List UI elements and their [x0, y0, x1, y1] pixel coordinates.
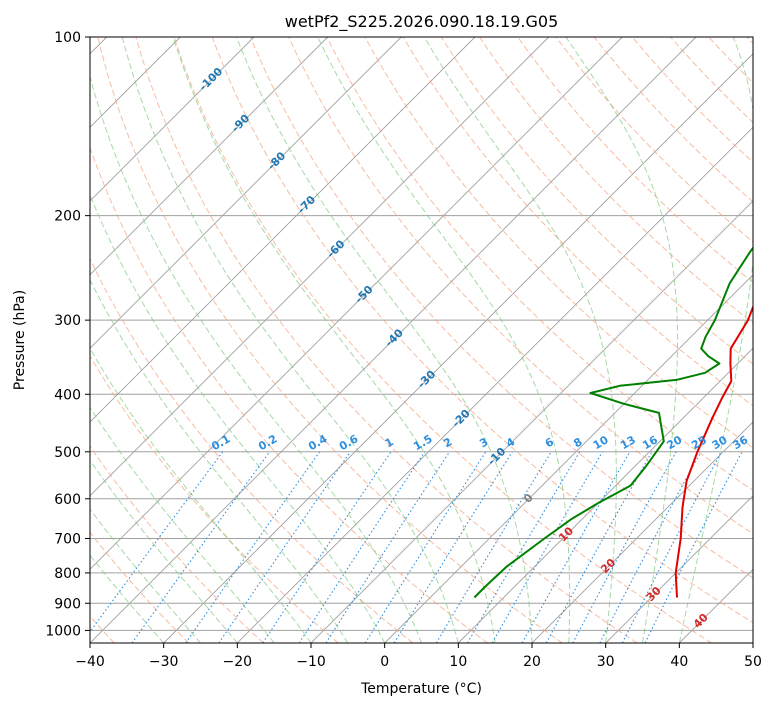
- moist-adiabat-line: [90, 74, 422, 643]
- mixing-ratio-line: [298, 451, 426, 643]
- isotherm-line: [90, 37, 402, 349]
- mixing-ratio-line: [90, 451, 224, 633]
- isotherm-line: [90, 37, 329, 276]
- x-tick-label: 50: [744, 654, 762, 670]
- moist-adiabat-line: [90, 278, 349, 643]
- dry-adiabat-line: [90, 355, 339, 643]
- x-tick-label: 20: [523, 654, 541, 670]
- dry-adiabat-line: [288, 37, 753, 535]
- mixing-ratio-line: [185, 451, 321, 643]
- mixing-ratio-line: [364, 451, 487, 643]
- x-tick-label: 40: [670, 654, 688, 670]
- y-tick-label: 100: [54, 30, 81, 46]
- moist-adiabat-line: [565, 37, 678, 643]
- mixing-ratio-line: [131, 451, 271, 643]
- dry-adiabat-line: [90, 257, 414, 643]
- y-tick-label: 1000: [45, 623, 81, 639]
- dry-adiabat-line: [90, 445, 264, 643]
- mixing-ratio-line: [572, 451, 677, 643]
- plot-frame: [89, 36, 754, 644]
- mixing-ratio-line: [435, 451, 552, 643]
- mixing-ratio-line: [545, 451, 653, 643]
- isotherm-line: [90, 37, 697, 643]
- isotherm-line: [605, 495, 753, 643]
- isotherm-line: [90, 37, 255, 202]
- dry-adiabat-line: [402, 37, 753, 407]
- isotherm-line: [90, 37, 623, 570]
- dry-adiabat-line: [90, 531, 190, 643]
- isotherm-line: [310, 200, 753, 643]
- mixing-ratio-line: [262, 451, 392, 643]
- x-tick-label: −30: [149, 654, 179, 670]
- moist-adiabat-line: [236, 37, 533, 643]
- dry-adiabat-line: [440, 37, 753, 365]
- temperature-profile-line: [674, 304, 753, 598]
- mixing-ratio-line: [599, 451, 702, 643]
- dry-adiabat-line: [135, 37, 638, 643]
- mixing-ratio-line: [325, 451, 451, 643]
- dry-adiabat-line: [250, 37, 753, 579]
- moist-adiabat-line: [172, 37, 496, 643]
- moist-adiabat-line: [317, 37, 571, 643]
- mixing-ratio-line: [218, 451, 351, 643]
- moist-adiabat-line: [90, 193, 386, 643]
- y-tick-label: 800: [54, 566, 81, 582]
- x-tick-label: 10: [449, 654, 467, 670]
- x-tick-label: 30: [597, 654, 615, 670]
- x-axis-label: Temperature (°C): [360, 681, 482, 697]
- moist-adiabat-line: [90, 347, 312, 643]
- x-tick-label: −10: [296, 654, 326, 670]
- isotherm-line: [236, 126, 753, 643]
- y-tick-label: 200: [54, 209, 81, 225]
- y-tick-label: 900: [54, 596, 81, 612]
- dry-adiabat-line: [90, 146, 488, 643]
- y-tick-label: 600: [54, 492, 81, 508]
- isotherm-line: [531, 421, 753, 643]
- mixing-ratio-line: [644, 451, 743, 643]
- y-tick-label: 400: [54, 387, 81, 403]
- chart-title: wetPf2_S225.2026.090.18.19.G05: [285, 12, 559, 32]
- isotherm-line: [384, 274, 753, 643]
- dry-adiabat-line: [173, 37, 712, 643]
- y-axis-label: Pressure (hPa): [12, 290, 28, 390]
- moist-adiabat-line: [90, 554, 165, 643]
- dry-adiabat-line: [211, 37, 753, 624]
- isotherm-line: [90, 37, 550, 497]
- moist-adiabat-line: [423, 37, 617, 643]
- y-tick-label: 500: [54, 445, 81, 461]
- x-tick-label: 0: [380, 654, 389, 670]
- x-tick-label: −40: [75, 654, 105, 670]
- dewpoint-profile-line: [473, 246, 753, 599]
- isotherm-line: [457, 347, 753, 643]
- mixing-ratio-line: [521, 451, 631, 643]
- moist-adiabat-line: [90, 508, 201, 643]
- y-tick-label: 700: [54, 532, 81, 548]
- isotherm-line: [163, 53, 753, 643]
- moist-adiabat-line: [90, 459, 238, 643]
- x-tick-label: −20: [223, 654, 253, 670]
- dry-adiabat-line: [517, 37, 753, 284]
- moist-adiabat-line: [121, 37, 459, 643]
- dry-adiabat-line: [97, 37, 563, 643]
- dry-adiabat-line: [326, 37, 753, 492]
- y-tick-label: 300: [54, 313, 81, 329]
